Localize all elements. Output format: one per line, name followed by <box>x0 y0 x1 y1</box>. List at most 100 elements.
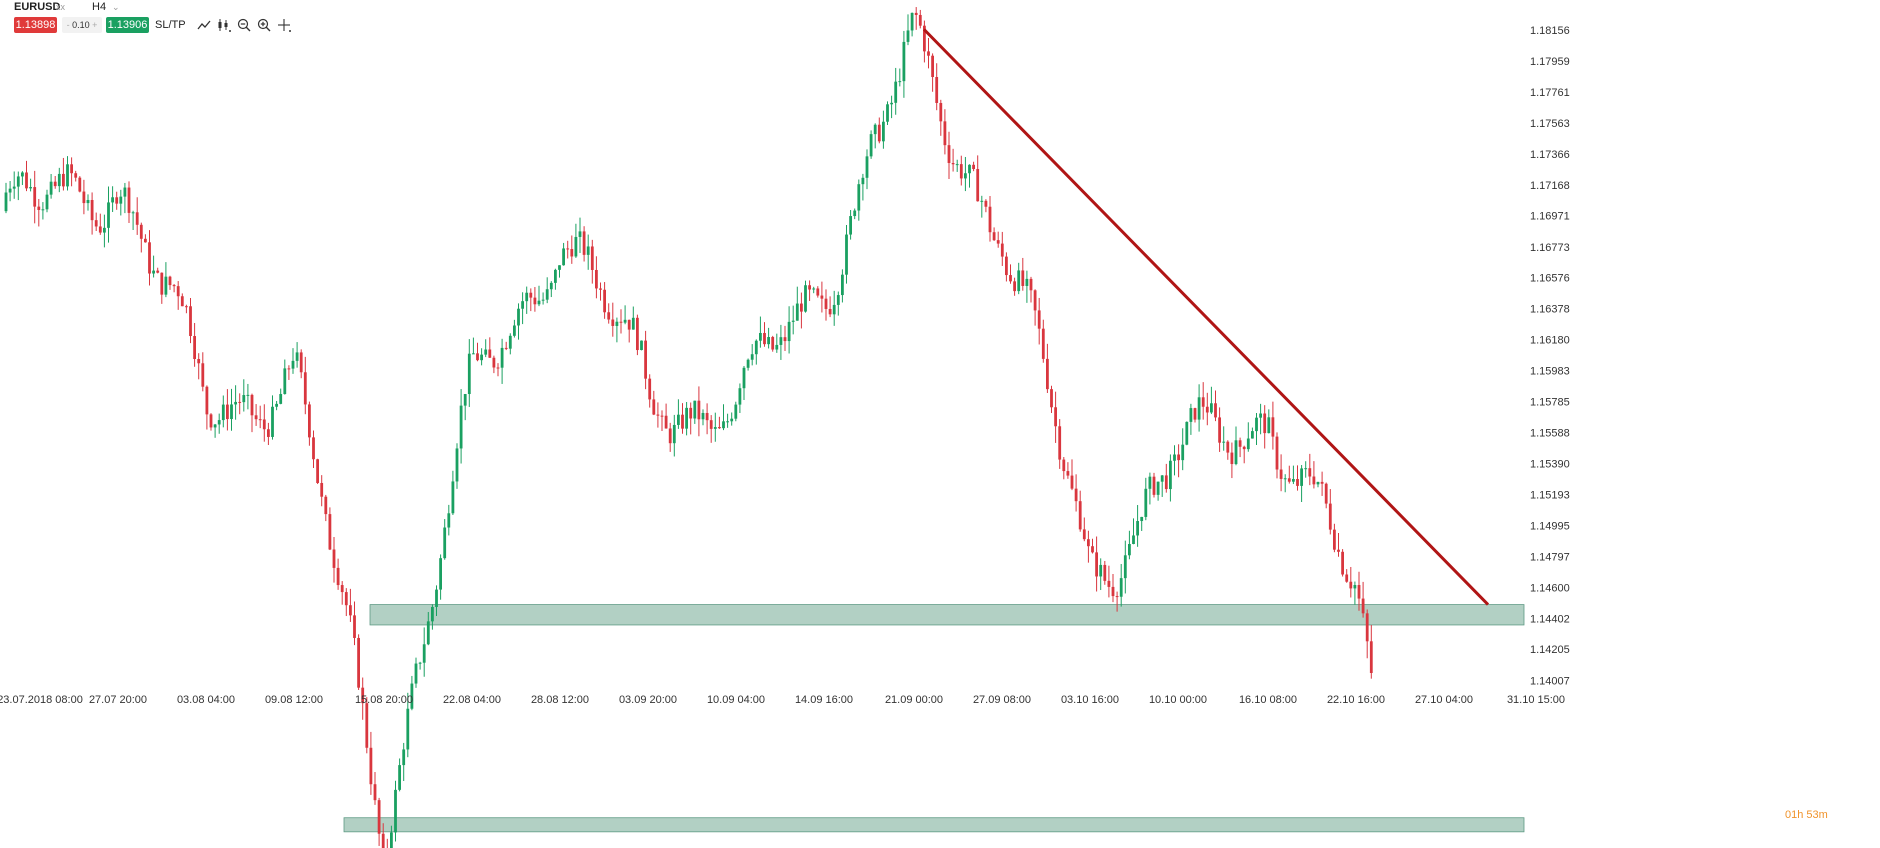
x-tick-label: 22.10 16:00 <box>1327 694 1385 706</box>
candle-body <box>349 605 352 616</box>
candle-body <box>98 226 102 233</box>
candle-body <box>1189 408 1193 422</box>
candle-body <box>968 164 971 174</box>
candle-body <box>4 192 8 212</box>
candle-body <box>541 299 545 301</box>
candle-body <box>578 231 582 237</box>
candle-body <box>1234 440 1238 465</box>
candle-body <box>1103 564 1107 581</box>
candle-body <box>262 419 266 430</box>
symbol-sub: xx <box>56 2 65 12</box>
y-tick-label: 1.17563 <box>1530 118 1570 130</box>
symbol-selector[interactable]: EURUSD <box>14 1 61 13</box>
candle-body <box>693 400 697 419</box>
candle-body <box>287 368 291 370</box>
candle-body <box>1349 581 1353 589</box>
y-tick-label: 1.16773 <box>1530 242 1570 254</box>
candle-body <box>513 325 516 336</box>
candle-body <box>804 285 807 312</box>
candle-body <box>1214 403 1217 418</box>
line-draw-icon[interactable] <box>196 17 212 33</box>
candle-body <box>1115 596 1119 598</box>
candle-body <box>492 357 496 368</box>
candle-body <box>86 199 90 204</box>
candle-body <box>554 269 557 283</box>
candle-body <box>1062 459 1066 472</box>
candle-body <box>566 248 570 250</box>
candle-body <box>726 421 729 423</box>
candle-body <box>996 240 1000 244</box>
y-tick-label: 1.15193 <box>1530 489 1570 501</box>
candle-body <box>1074 488 1078 502</box>
chevron-down-icon[interactable]: ⌄ <box>112 2 120 12</box>
candle-body <box>828 308 832 315</box>
sell-button[interactable]: 1.13898 <box>14 17 57 33</box>
crosshair-icon[interactable] <box>276 17 292 33</box>
candle-body <box>603 289 606 313</box>
candle-body <box>123 187 127 197</box>
candle-body <box>1087 539 1090 547</box>
candle-body <box>882 121 885 142</box>
candle-body <box>455 448 459 482</box>
candle-body <box>1357 585 1361 599</box>
candle-body <box>1140 516 1144 522</box>
candle-body <box>1246 438 1250 450</box>
quantity-stepper[interactable]: - 0.10 + <box>62 17 102 33</box>
candle-body <box>898 81 902 83</box>
candle-body <box>1193 408 1197 420</box>
candle-body <box>1328 503 1332 530</box>
candle-body <box>41 209 45 211</box>
zoom-in-icon[interactable] <box>256 17 272 33</box>
candle-body <box>1283 478 1287 480</box>
candle-body <box>1210 403 1213 413</box>
candle-body <box>980 200 984 202</box>
candle-body <box>615 321 619 326</box>
candle-body <box>972 164 975 170</box>
candle-body <box>1136 521 1139 536</box>
quantity-minus-button[interactable]: - <box>66 20 70 30</box>
candle-body <box>1119 578 1123 597</box>
candle-body <box>426 621 430 645</box>
candle-body <box>533 297 537 305</box>
quantity-value[interactable]: 0.10 <box>72 20 90 30</box>
candle-body <box>1041 328 1045 359</box>
candle-body <box>1304 468 1308 470</box>
candle-body <box>139 224 143 239</box>
candle-body <box>94 220 98 227</box>
quantity-plus-button[interactable]: + <box>92 20 98 30</box>
candle-body <box>1033 290 1037 311</box>
candle-body <box>718 427 721 429</box>
candle-type-icon[interactable] <box>216 17 232 33</box>
candle-body <box>1324 483 1328 504</box>
y-tick-label: 1.14600 <box>1530 582 1570 594</box>
candle-body <box>767 337 770 345</box>
candle-body <box>1066 471 1070 476</box>
candle-body <box>1164 475 1168 490</box>
candle-body <box>590 246 594 270</box>
candle-body <box>914 12 918 15</box>
candle-body <box>836 295 840 305</box>
candle-body <box>1333 529 1336 550</box>
sltp-button[interactable]: SL/TP <box>155 19 186 31</box>
candle-body <box>381 833 385 848</box>
support-zone <box>343 817 1525 833</box>
candle-body <box>783 337 787 342</box>
candle-body <box>623 319 627 323</box>
candle-body <box>1181 444 1185 461</box>
candle-body <box>951 163 955 165</box>
timeframe-selector[interactable]: H4 <box>92 1 107 13</box>
candle-body <box>361 687 365 704</box>
candle-body <box>861 177 865 185</box>
candle-body <box>1152 476 1156 495</box>
candle-body <box>521 301 524 309</box>
buy-button[interactable]: 1.13906 <box>106 17 149 33</box>
candle-body <box>1197 397 1201 420</box>
candle-body <box>164 276 168 295</box>
candle-body <box>197 359 201 364</box>
x-tick-label: 31.10 15:00 <box>1507 694 1565 706</box>
zoom-out-icon[interactable] <box>236 17 252 33</box>
x-tick-label: 27.07 20:00 <box>89 694 147 706</box>
candle-body <box>1255 417 1258 432</box>
candle-body <box>8 188 12 193</box>
